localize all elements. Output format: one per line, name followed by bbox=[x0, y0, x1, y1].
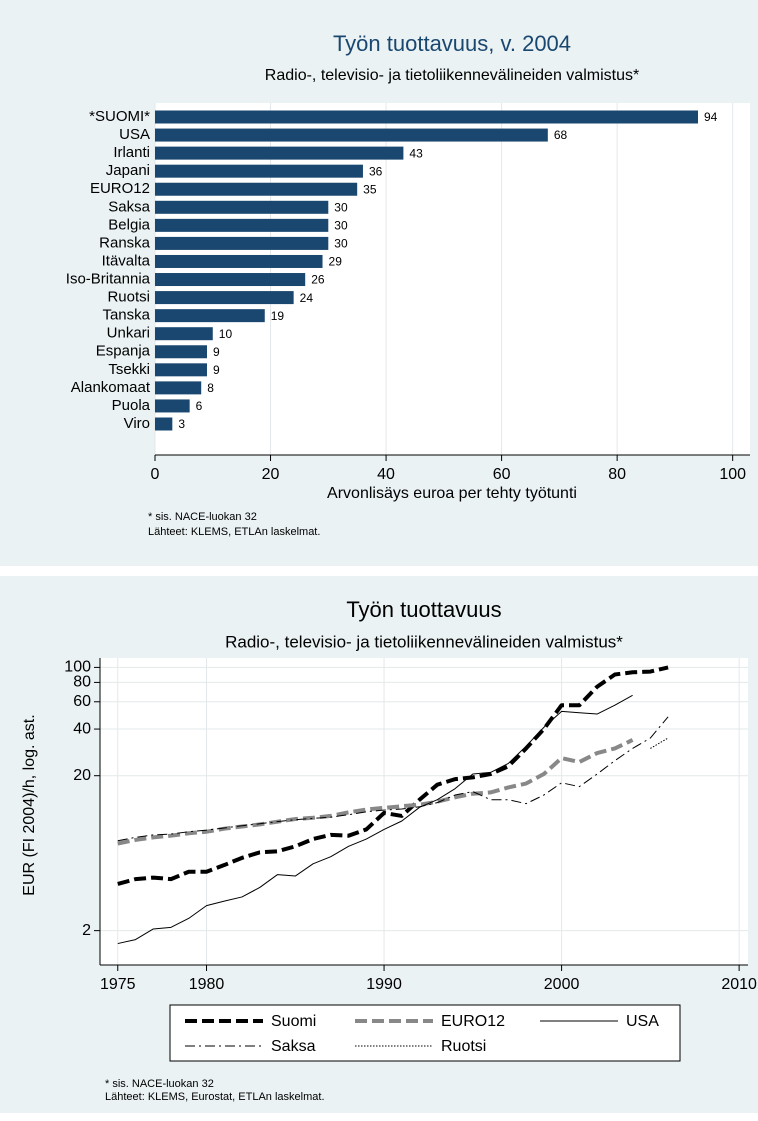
x-tick-label: 100 bbox=[719, 466, 746, 483]
y-tick-label: 80 bbox=[73, 674, 91, 691]
y-tick-label: Itävalta bbox=[102, 252, 151, 269]
bar bbox=[155, 309, 265, 323]
chart-subtitle: Radio-, televisio- ja tietoliikennevälin… bbox=[225, 632, 623, 651]
data-label: 35 bbox=[363, 182, 377, 196]
data-label: 9 bbox=[213, 363, 220, 377]
bar bbox=[155, 200, 329, 214]
footnote: * sis. NACE-luokan 32 bbox=[148, 511, 257, 523]
y-tick-label: 100 bbox=[64, 659, 91, 676]
data-label: 94 bbox=[704, 110, 718, 124]
y-tick-label: Alankomaat bbox=[71, 379, 151, 396]
footnote: Lähteet: KLEMS, Eurostat, ETLAn laskelma… bbox=[105, 1091, 325, 1103]
data-label: 19 bbox=[271, 309, 285, 323]
y-tick-label: Puola bbox=[112, 397, 151, 414]
x-tick-label: 1980 bbox=[189, 976, 225, 993]
bar bbox=[155, 399, 190, 413]
chart-subtitle: Radio-, televisio- ja tietoliikennevälin… bbox=[265, 67, 639, 84]
bar bbox=[155, 110, 699, 124]
legend-box bbox=[169, 1004, 681, 1062]
bar bbox=[155, 164, 363, 178]
data-label: 24 bbox=[300, 291, 314, 305]
y-tick-label: Ruotsi bbox=[107, 289, 150, 306]
chart-title: Työn tuottavuus, v. 2004 bbox=[333, 31, 571, 56]
data-line bbox=[117, 665, 669, 886]
y-tick-label: USA bbox=[119, 126, 150, 143]
footnote: * sis. NACE-luokan 32 bbox=[105, 1078, 214, 1090]
y-tick-label: EURO12 bbox=[90, 180, 150, 197]
y-tick-label: Espanja bbox=[96, 343, 151, 360]
legend-label: Ruotsi bbox=[441, 1038, 486, 1055]
data-line bbox=[650, 737, 669, 749]
bar bbox=[155, 381, 202, 395]
x-tick-label: 20 bbox=[262, 466, 280, 483]
data-label: 43 bbox=[409, 146, 423, 160]
y-tick-label: Unkari bbox=[107, 325, 150, 342]
legend-label: EURO12 bbox=[441, 1013, 505, 1030]
y-tick-label: Tanska bbox=[102, 307, 150, 324]
data-label: 68 bbox=[554, 128, 568, 142]
data-line bbox=[117, 694, 633, 945]
y-tick-label: Tsekki bbox=[108, 361, 150, 378]
x-tick-label: 60 bbox=[493, 466, 511, 483]
legend-label: Suomi bbox=[271, 1013, 316, 1030]
data-label: 30 bbox=[334, 200, 348, 214]
x-tick-label: 40 bbox=[377, 466, 395, 483]
footnote: Lähteet: KLEMS, ETLAn laskelmat. bbox=[148, 526, 320, 538]
bar bbox=[155, 128, 548, 142]
bar bbox=[155, 273, 306, 287]
x-tick-label: 1990 bbox=[366, 976, 402, 993]
x-tick-label: 80 bbox=[608, 466, 626, 483]
bar bbox=[155, 291, 294, 305]
bar bbox=[155, 345, 207, 359]
x-tick-label: 1975 bbox=[100, 976, 136, 993]
y-tick-label: Japani bbox=[106, 162, 150, 179]
x-tick-label: 2010 bbox=[721, 976, 757, 993]
x-tick-label: 2000 bbox=[544, 976, 580, 993]
y-tick-label: Saksa bbox=[108, 198, 150, 215]
bar bbox=[155, 327, 213, 341]
data-label: 6 bbox=[196, 399, 203, 413]
data-label: 26 bbox=[311, 273, 325, 287]
data-label: 8 bbox=[207, 381, 214, 395]
bar bbox=[155, 236, 329, 250]
x-axis-label: Arvonlisäys euroa per tehty työtunti bbox=[327, 485, 577, 502]
y-axis-label: EUR (FI 2004)/h, log. ast. bbox=[21, 714, 38, 895]
bar bbox=[155, 182, 358, 196]
y-tick-label: Iso-Britannia bbox=[66, 270, 151, 287]
x-tick-label: 0 bbox=[151, 466, 160, 483]
bar bbox=[155, 146, 404, 160]
data-label: 36 bbox=[369, 164, 383, 178]
y-tick-label: 2 bbox=[82, 922, 91, 939]
data-label: 10 bbox=[219, 327, 233, 341]
y-tick-label: Ranska bbox=[99, 234, 151, 251]
y-tick-label: Viro bbox=[124, 415, 150, 432]
legend-label: Saksa bbox=[271, 1038, 316, 1055]
plot-area bbox=[100, 658, 748, 965]
data-label: 29 bbox=[329, 255, 343, 269]
bar bbox=[155, 417, 173, 431]
y-tick-label: Irlanti bbox=[113, 144, 150, 161]
y-tick-label: 20 bbox=[73, 767, 91, 784]
bar bbox=[155, 363, 207, 377]
legend-label: USA bbox=[626, 1013, 659, 1030]
y-tick-label: *SUOMI* bbox=[89, 108, 150, 125]
chart-title: Työn tuottavuus bbox=[346, 597, 501, 622]
data-line bbox=[117, 738, 634, 846]
data-label: 9 bbox=[213, 345, 220, 359]
data-label: 30 bbox=[334, 219, 348, 233]
bar bbox=[155, 254, 323, 268]
y-tick-label: 60 bbox=[73, 693, 91, 710]
bar bbox=[155, 218, 329, 232]
y-tick-label: Belgia bbox=[108, 216, 150, 233]
data-label: 3 bbox=[178, 417, 185, 431]
data-label: 30 bbox=[334, 237, 348, 251]
y-tick-label: 40 bbox=[73, 720, 91, 737]
